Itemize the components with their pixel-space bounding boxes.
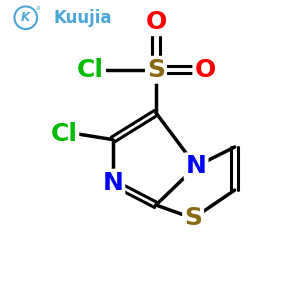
Text: S: S	[184, 206, 202, 230]
Text: N: N	[102, 171, 123, 195]
Text: Kuujia: Kuujia	[53, 9, 112, 27]
Text: O: O	[194, 58, 216, 82]
Text: °: °	[36, 6, 40, 16]
Text: K: K	[21, 11, 30, 24]
Text: O: O	[145, 10, 166, 34]
Text: S: S	[147, 58, 165, 82]
Text: Cl: Cl	[77, 58, 104, 82]
Text: Cl: Cl	[50, 122, 77, 146]
Text: N: N	[186, 154, 206, 178]
